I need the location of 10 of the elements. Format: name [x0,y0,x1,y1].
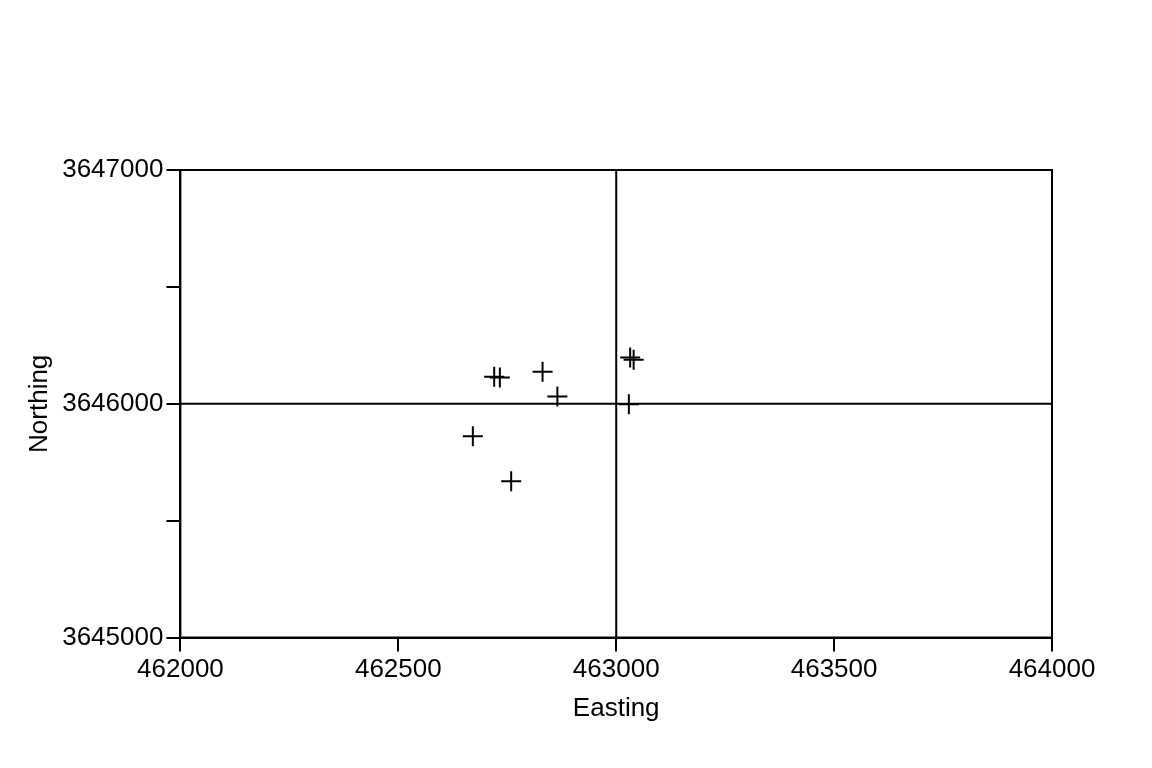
y-tick-label: 3647000 [62,153,164,184]
x-tick-label: 464000 [1008,653,1096,684]
y-tick-label: 3646000 [62,386,164,417]
x-axis-title: Easting [572,691,660,722]
x-tick-label: 463000 [572,653,660,684]
x-tick-label: 462000 [137,653,224,684]
x-tick-label: 463500 [790,653,878,684]
y-tick-label: 3645000 [62,620,164,651]
y-axis-title: Northing [22,354,53,453]
x-tick-label: 462500 [354,653,442,684]
